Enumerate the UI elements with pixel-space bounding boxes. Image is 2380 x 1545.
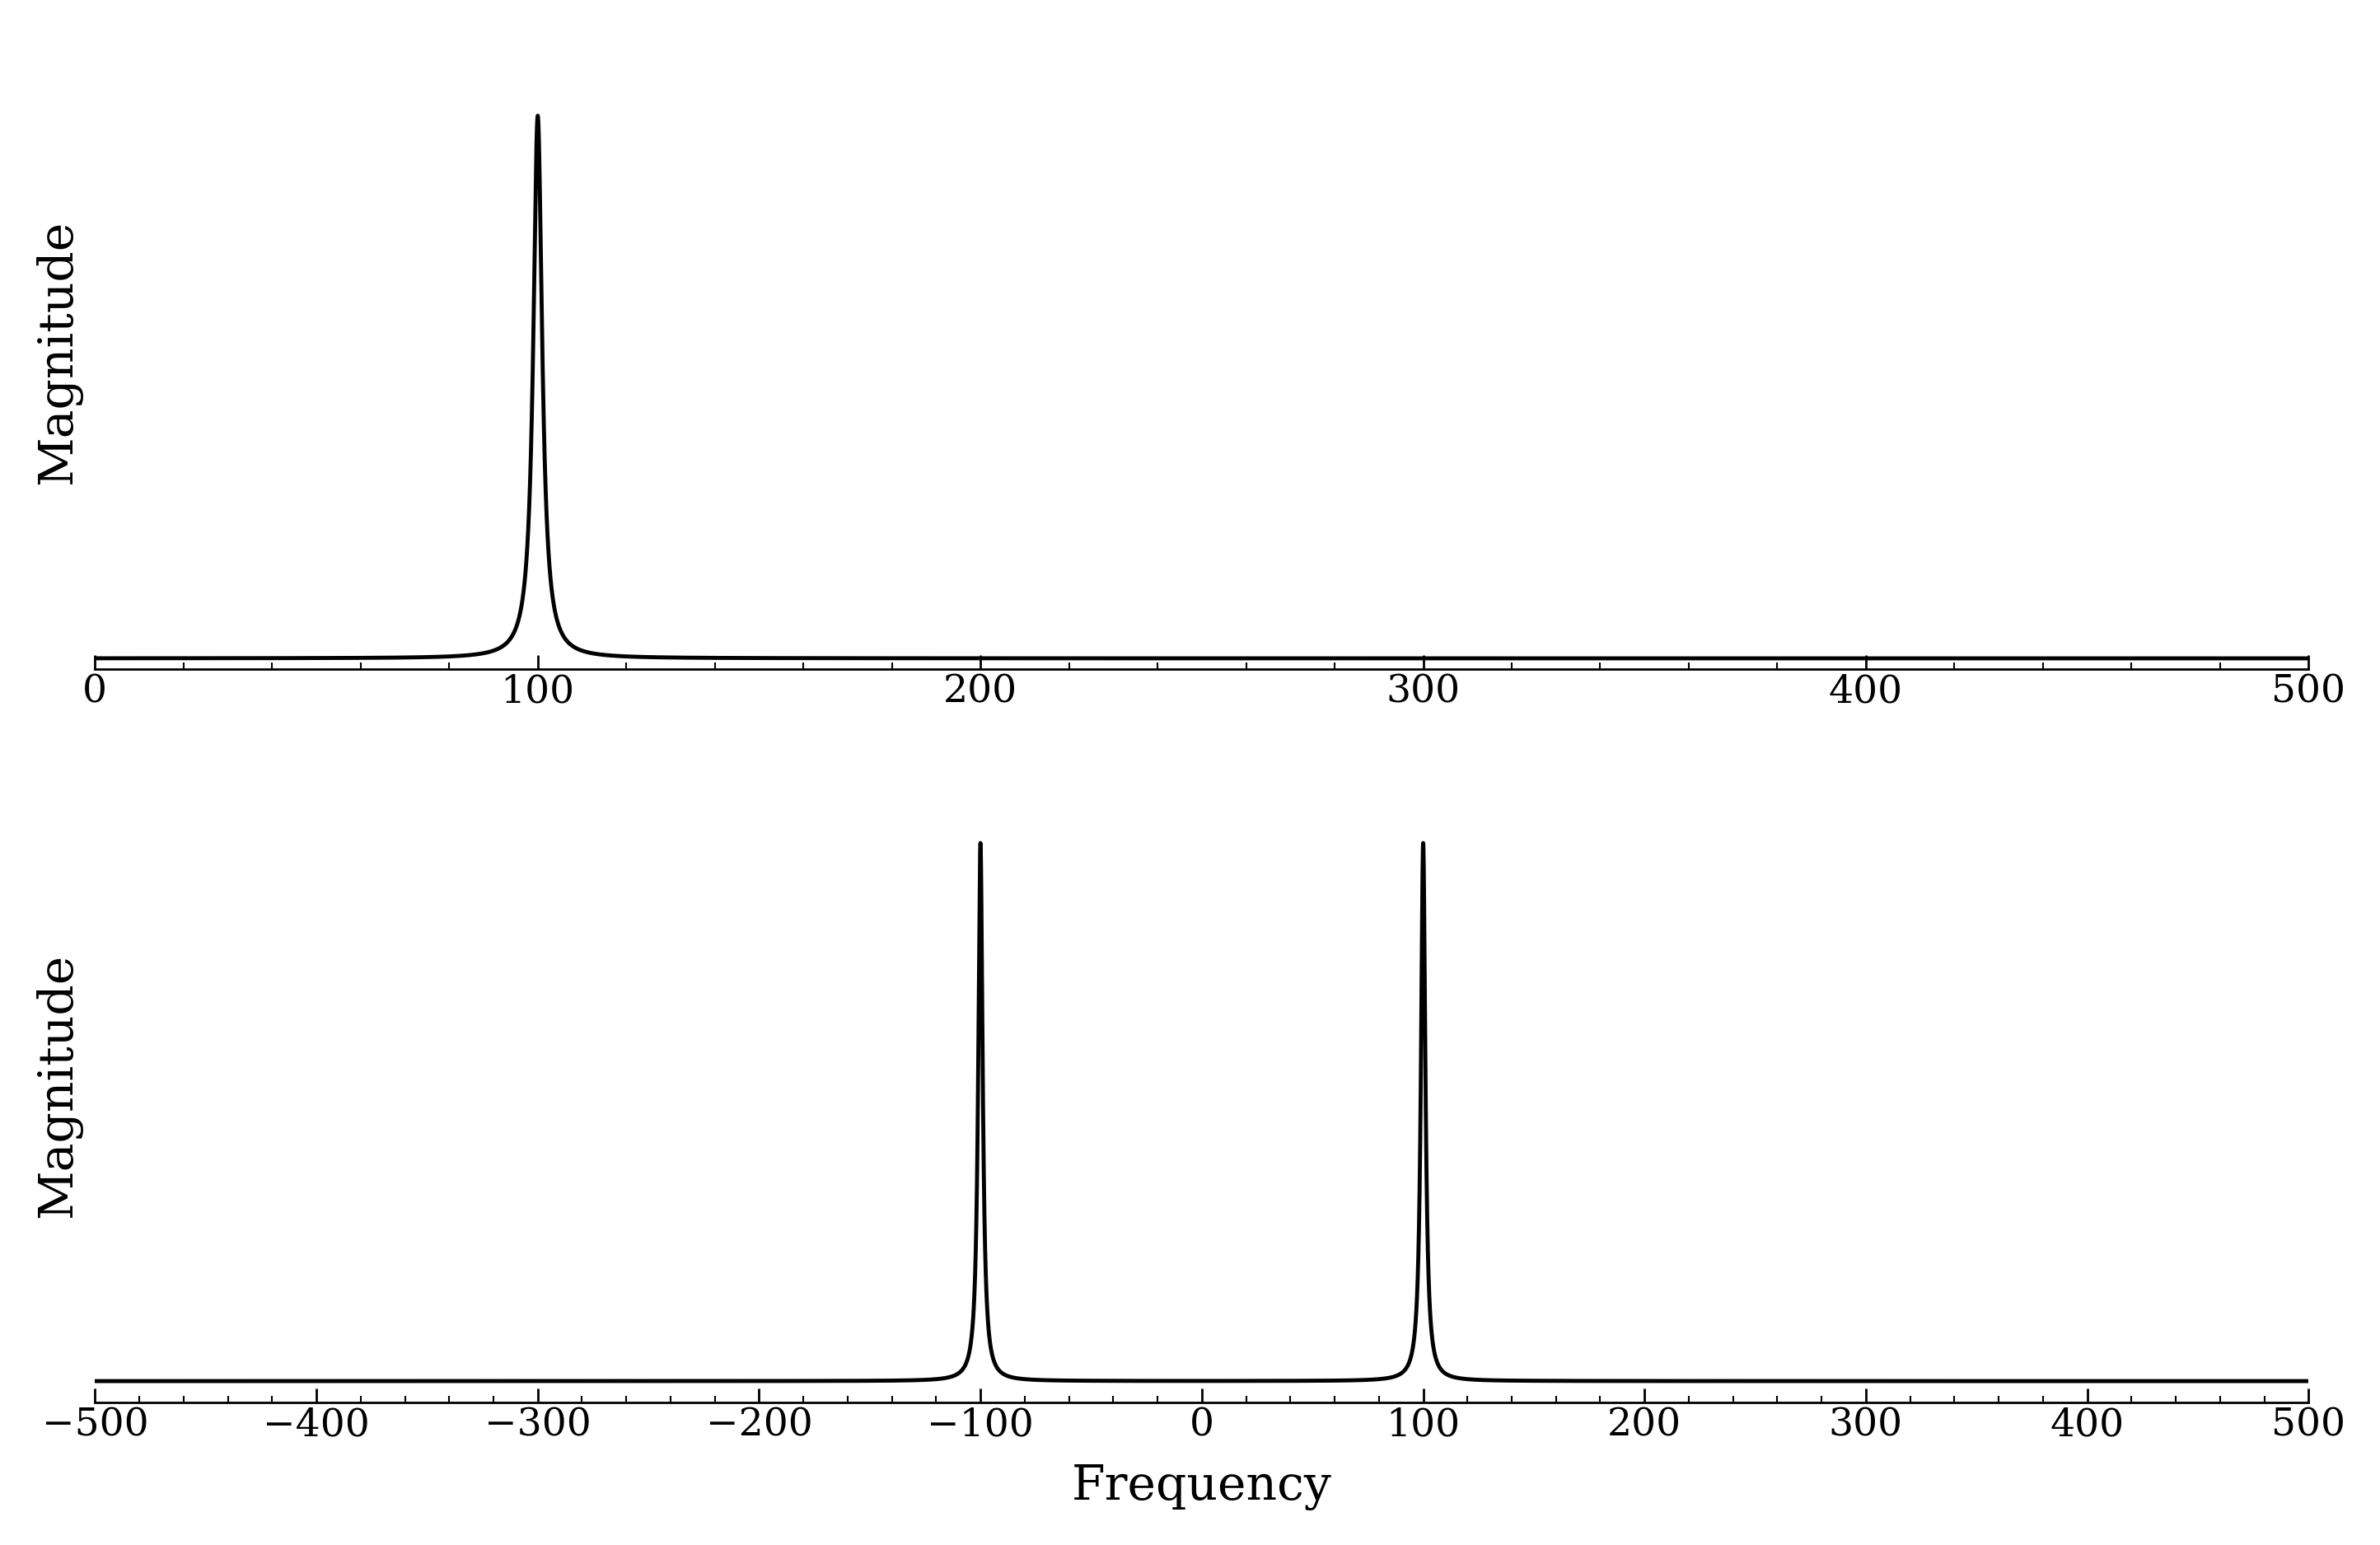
X-axis label: Frequency: Frequency: [1071, 1465, 1333, 1511]
Y-axis label: Magnitude: Magnitude: [33, 219, 81, 484]
Y-axis label: Magnitude: Magnitude: [33, 953, 81, 1217]
